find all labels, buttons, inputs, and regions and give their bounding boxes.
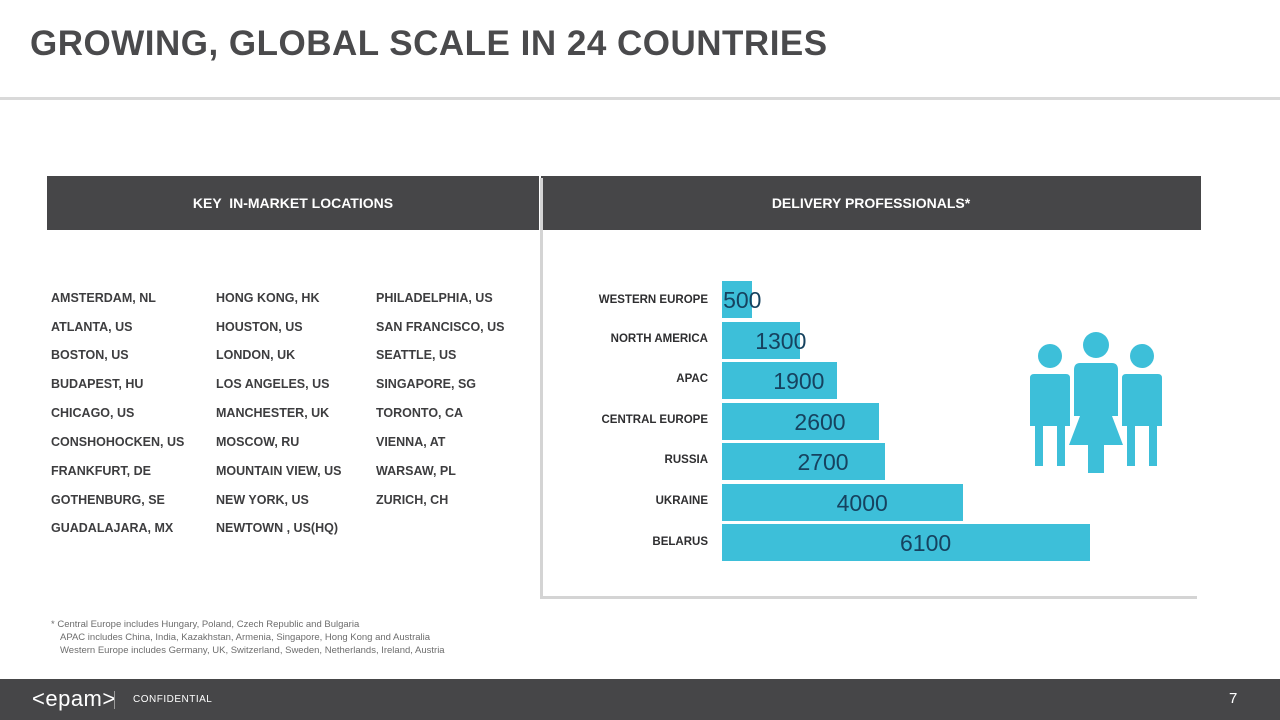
page-number: 7 [1229, 690, 1238, 707]
chart-bar [722, 524, 1090, 561]
location-item: PHILADELPHIA, US [376, 291, 493, 305]
chart-category-label: APAC [676, 373, 708, 385]
location-item: LONDON, UK [216, 348, 296, 362]
location-item: ZURICH, CH [376, 493, 449, 507]
location-item: SEATTLE, US [376, 348, 457, 362]
title-divider [0, 97, 1280, 100]
people-group-icon [1030, 332, 1162, 473]
location-item: GUADALAJARA, MX [51, 521, 174, 535]
chart-category-label: UKRAINE [655, 495, 708, 507]
location-item: WARSAW, PL [376, 464, 456, 478]
delivery-header: DELIVERY PROFESSIONALS* [541, 176, 1201, 230]
chart-category-label: RUSSIA [664, 454, 708, 466]
section-divider-horizontal [540, 596, 1197, 599]
location-item: NEW YORK, US [216, 493, 309, 507]
chart-bar [722, 443, 885, 480]
location-item: AMSTERDAM, NL [51, 291, 156, 305]
location-item: SINGAPORE, SG [376, 377, 477, 391]
footnote-line: * Central Europe includes Hungary, Polan… [51, 619, 360, 630]
location-item: FRANKFURT, DE [51, 464, 151, 478]
locations-header-label: KEY IN-MARKET LOCATIONS [192, 195, 394, 211]
chart-category-label: NORTH AMERICA [610, 333, 708, 345]
location-item: SAN FRANCISCO, US [376, 320, 505, 334]
chart-bar [722, 402, 879, 440]
location-item: HONG KONG, HK [216, 291, 320, 305]
section-divider-vertical [540, 178, 543, 598]
location-item: BUDAPEST, HU [51, 377, 144, 391]
footer-bar [0, 679, 1280, 720]
location-item: ATLANTA, US [51, 320, 133, 334]
chart-bar [722, 321, 801, 359]
chart-value-label: 1900 [773, 368, 825, 394]
location-item: CONSHOHOCKEN, US [51, 435, 185, 449]
location-item: VIENNA, AT [376, 435, 446, 449]
location-item: MANCHESTER, UK [216, 406, 330, 420]
chart-bar [722, 281, 753, 318]
chart-value-label: 4000 [836, 489, 888, 516]
chart-value-label: 6100 [900, 530, 952, 556]
chart-category-label: CENTRAL EUROPE [601, 414, 709, 426]
chart-value-label: 2700 [797, 449, 849, 475]
delivery-header-label: DELIVERY PROFESSIONALS* [771, 195, 971, 211]
location-item: BOSTON, US [51, 348, 129, 362]
epam-logo: <epam> [32, 686, 116, 711]
chart-value-label: 500 [723, 287, 762, 313]
chart-bar [722, 483, 964, 521]
locations-header: KEY IN-MARKET LOCATIONS [47, 176, 539, 230]
chart-value-label: 1300 [755, 327, 807, 354]
page-title: GROWING, GLOBAL SCALE IN 24 COUNTRIES [30, 24, 828, 63]
chart-value-label: 2600 [794, 408, 846, 435]
confidential-label: CONFIDENTIAL [133, 694, 213, 705]
location-item: LOS ANGELES, US [216, 377, 330, 391]
location-item: MOSCOW, RU [216, 435, 300, 449]
chart-category-label: WESTERN EUROPE [598, 294, 708, 306]
footnote-line: APAC includes China, India, Kazakhstan, … [60, 632, 431, 643]
location-item: CHICAGO, US [51, 406, 135, 420]
location-item: TORONTO, CA [376, 406, 464, 420]
location-item: NEWTOWN , US(HQ) [216, 521, 338, 535]
footer-separator [114, 691, 115, 709]
chart-category-label: BELARUS [652, 536, 708, 548]
location-item: HOUSTON, US [216, 320, 303, 334]
location-item: MOUNTAIN VIEW, US [216, 464, 342, 478]
chart-bar [722, 362, 837, 399]
location-item: GOTHENBURG, SE [51, 493, 165, 507]
footnote-line: Western Europe includes Germany, UK, Swi… [60, 645, 445, 656]
